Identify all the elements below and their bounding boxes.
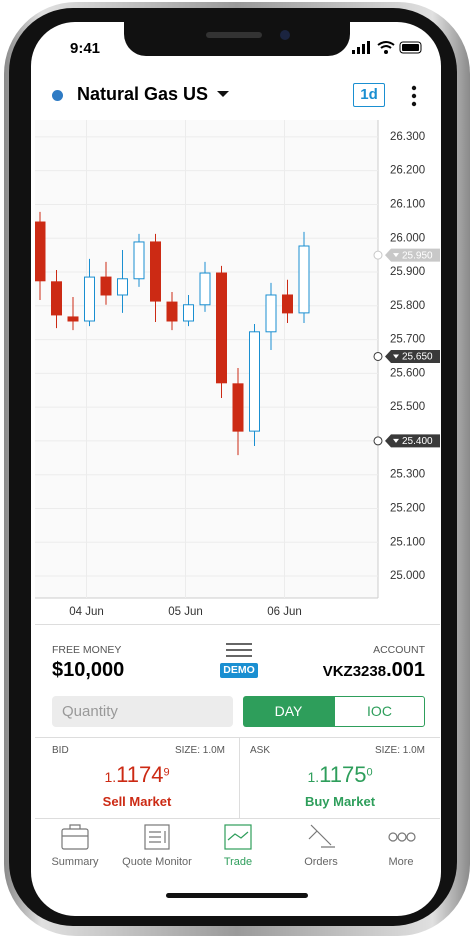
candle-body	[35, 221, 46, 282]
buy-market[interactable]: Buy Market	[304, 794, 376, 809]
candle-body	[249, 331, 260, 432]
candle-body	[117, 278, 128, 296]
y-tick-label: 26.200	[390, 165, 425, 177]
ioc-button[interactable]: IOC	[334, 696, 425, 727]
y-tick-label: 25.600	[390, 367, 425, 379]
ask-price-big: 1175	[319, 762, 367, 787]
y-tick-label: 26.100	[390, 198, 425, 210]
dropdown-caret[interactable]	[217, 91, 229, 99]
divider	[239, 738, 240, 818]
account-id-main: VKZ3238	[322, 663, 387, 680]
account-id: VKZ3238.001	[323, 659, 425, 682]
nav-more[interactable]: More	[388, 856, 414, 868]
bid-price[interactable]: 1.11749	[35, 762, 239, 788]
candle-body	[67, 316, 79, 322]
free-money: $10,000	[52, 659, 125, 681]
price-tag	[385, 349, 440, 363]
candle-body	[150, 241, 161, 302]
candle-body	[183, 304, 194, 322]
candlestick-chart: 25.000 25.100 25.200 25.300 25.400 25.500 25.6…	[35, 120, 440, 618]
price-info-icon	[373, 351, 383, 361]
x-tick-label: 04 Jun	[69, 606, 104, 618]
price-info-icon	[373, 436, 383, 446]
nav-orders[interactable]: Orders	[304, 856, 338, 868]
y-tick-label: 25.900	[390, 266, 425, 278]
candle-body	[282, 294, 293, 314]
divider	[35, 737, 440, 738]
nav-trade[interactable]: Trade	[223, 856, 253, 868]
y-tick-label: 25.000	[390, 570, 425, 582]
sell-market[interactable]: Sell Market	[102, 794, 172, 809]
status-dot	[52, 90, 63, 101]
account-label: ACCOUNT	[373, 644, 425, 656]
y-tick-label: 26.000	[390, 232, 425, 244]
x-tick-label: 06 Jun	[267, 606, 302, 618]
y-tick-label: 26.300	[390, 131, 425, 143]
price-tag-arrow	[393, 438, 399, 443]
ask-size: SIZE: 1.0M	[374, 745, 425, 756]
candle-body	[100, 276, 112, 296]
day-button[interactable]: DAY	[243, 696, 334, 727]
bid-price-small: 1.	[104, 769, 117, 785]
ask-price[interactable]: 1.11750	[240, 762, 440, 788]
ask-price-small: 1.	[307, 769, 320, 785]
y-tick-label: 25.800	[390, 300, 425, 312]
nav-summary[interactable]: Summary	[51, 856, 99, 868]
y-tick-label: 25.300	[390, 469, 425, 481]
price-info-icon	[373, 250, 383, 260]
nav-icons	[61, 824, 416, 850]
candle-body	[265, 294, 277, 333]
plot-area	[35, 120, 378, 598]
instrument-name[interactable]: Natural Gas US	[77, 84, 209, 104]
candle-body	[51, 281, 62, 316]
x-tick-label: 05 Jun	[168, 606, 203, 618]
quantity-input[interactable]: Quantity	[52, 696, 233, 727]
candle-body	[216, 272, 227, 384]
price-tag	[385, 434, 440, 448]
ask-price-sup: 0	[366, 766, 373, 779]
price-tag-arrow	[393, 253, 399, 258]
free-money-label: FREE MONEY	[52, 644, 122, 656]
status-time: 9:41	[70, 40, 101, 57]
divider	[35, 624, 440, 625]
hamburger-icon[interactable]	[226, 643, 252, 657]
price-tag-label: 25.950	[402, 250, 433, 261]
price-tag-label: 25.650	[402, 352, 433, 363]
price-tag	[385, 248, 440, 262]
candle-body	[133, 241, 145, 280]
candle-body	[232, 383, 244, 432]
ask-label: ASK	[250, 745, 271, 756]
y-tick-label: 25.700	[390, 334, 425, 346]
divider	[35, 818, 440, 819]
menu-kebab[interactable]	[410, 85, 418, 107]
bid-price-sup: 9	[163, 766, 170, 779]
candle-body	[84, 276, 95, 322]
timeframe-button[interactable]: 1d	[353, 83, 385, 107]
candle-body	[199, 272, 211, 306]
notch	[124, 22, 350, 56]
y-tick-label: 25.200	[390, 503, 425, 515]
y-tick-label: 25.500	[390, 401, 425, 413]
bid-price-big: 1174	[116, 762, 164, 787]
price-tag-label: 25.400	[402, 436, 433, 447]
bid-size: SIZE: 1.0M	[174, 745, 225, 756]
demo-badge: DEMO	[220, 663, 258, 678]
nav-quote-monitor[interactable]: Quote Monitor	[122, 856, 192, 868]
status-icons	[352, 41, 422, 54]
candle-body	[166, 301, 178, 322]
price-tag-arrow	[393, 354, 399, 359]
bid-label: BID	[52, 745, 69, 756]
home-indicator	[166, 893, 308, 898]
account-id-suffix: .001	[386, 659, 425, 681]
y-tick-label: 25.100	[390, 536, 425, 548]
candle-body	[298, 245, 310, 314]
